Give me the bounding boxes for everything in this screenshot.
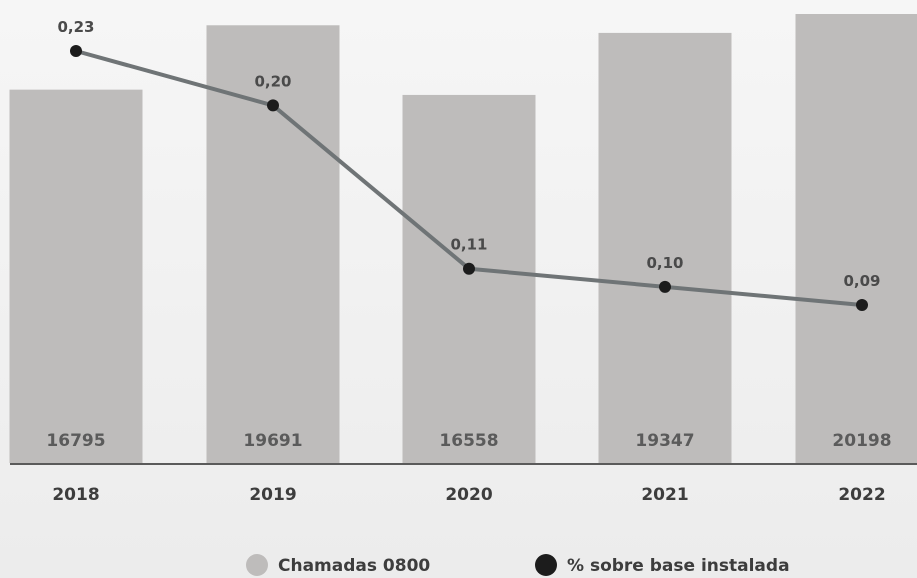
line-points-group <box>70 45 868 311</box>
line-point-2022 <box>856 299 868 311</box>
x-tick-labels-group: 2018 2019 2020 2021 2022 <box>52 485 885 505</box>
line-point-label-2022: 0,09 <box>843 272 880 290</box>
line-point-2021 <box>659 280 671 293</box>
line-point-labels-group: 0,23 0,20 0,11 0,10 0,09 <box>57 18 880 290</box>
line-point-label-2019: 0,20 <box>254 72 291 90</box>
bars-group <box>9 14 917 464</box>
legend-label-line: % sobre base instalada <box>567 556 790 576</box>
bar-2021 <box>598 32 732 463</box>
bar-2022 <box>795 14 917 463</box>
bar-value-label-2022: 20198 <box>832 431 891 451</box>
bar-2018 <box>9 89 143 463</box>
legend-marker-line <box>535 554 557 576</box>
line-point-2019 <box>267 99 279 112</box>
bar-value-label-2019: 19691 <box>243 431 302 451</box>
x-tick-2020: 2020 <box>445 485 492 505</box>
line-point-label-2018: 0,23 <box>57 18 94 36</box>
legend: Chamadas 0800 % sobre base instalada <box>246 554 790 576</box>
line-point-label-2021: 0,10 <box>646 254 683 272</box>
bar-value-label-2020: 16558 <box>439 431 498 451</box>
line-point-2018 <box>70 45 82 57</box>
bar-value-label-2021: 19347 <box>635 431 694 451</box>
x-tick-2019: 2019 <box>249 485 296 505</box>
bar-2020 <box>402 94 536 463</box>
x-tick-2022: 2022 <box>838 485 885 505</box>
bar-labels-group: 16795 19691 16558 19347 20198 <box>46 431 891 451</box>
legend-label-bar: Chamadas 0800 <box>278 556 430 576</box>
bar-value-label-2018: 16795 <box>46 431 105 451</box>
bar-2019 <box>206 25 340 464</box>
line-point-2020 <box>463 262 475 275</box>
legend-marker-bar <box>246 554 268 576</box>
line-point-label-2020: 0,11 <box>450 236 487 254</box>
x-tick-2021: 2021 <box>641 485 688 505</box>
x-tick-2018: 2018 <box>52 485 99 505</box>
